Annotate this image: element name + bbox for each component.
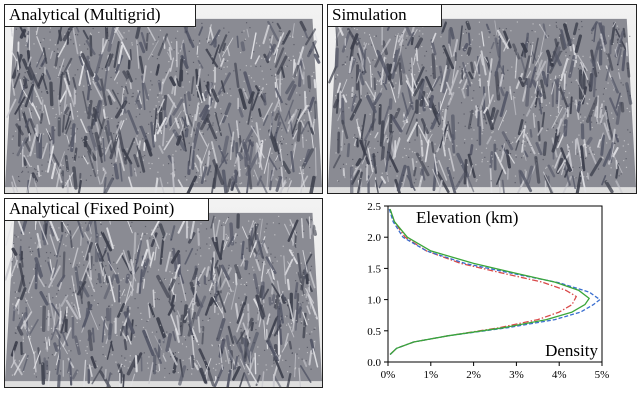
x-tick-label: 0% [381,369,396,381]
panel-label-fixed-point: Analytical (Fixed Point) [5,199,209,221]
x-tick-label: 5% [595,369,610,381]
y-tick-label: 2.0 [367,232,381,244]
panel-label-text: Simulation [332,5,407,25]
terrain-render-simulation [328,5,636,193]
panel-label-simulation: Simulation [328,5,442,27]
panel-label-text: Analytical (Fixed Point) [9,199,174,219]
x-tick-label: 4% [552,369,567,381]
chart-svg: 0.0 0.5 1.0 1.5 2.0 2.5 0% 1% 2% 3% 4% 5% Elevation … [330,198,637,389]
terrain-panel-fixed-point: Analytical (Fixed Point) [4,198,323,388]
x-tick-label: 1% [423,369,438,381]
y-tick-label: 0.5 [367,326,381,338]
series-line-solid [390,209,589,354]
y-tick-label: 1.5 [367,263,381,275]
terrain-render-fixed-point [5,199,322,387]
x-tick-label: 2% [466,369,481,381]
terrain-panel-multigrid: Analytical (Multigrid) [4,4,323,194]
y-tick-label: 0.0 [367,357,381,369]
plot-frame [388,206,602,362]
terrain-render-multigrid [5,5,322,193]
terrain-panel-simulation: Simulation [327,4,637,194]
y-tick-label: 2.5 [367,201,381,213]
elevation-density-chart: 0.0 0.5 1.0 1.5 2.0 2.5 0% 1% 2% 3% 4% 5% Elevation … [330,198,637,389]
chart-title: Elevation (km) [416,208,518,227]
panel-label-multigrid: Analytical (Multigrid) [5,5,196,27]
chart-x-label: Density [545,341,598,360]
y-tick-label: 1.0 [367,295,381,307]
series-line-dashed [389,209,600,354]
panel-label-text: Analytical (Multigrid) [9,5,161,25]
series-line-dashdot [390,209,576,354]
x-tick-label: 3% [509,369,524,381]
